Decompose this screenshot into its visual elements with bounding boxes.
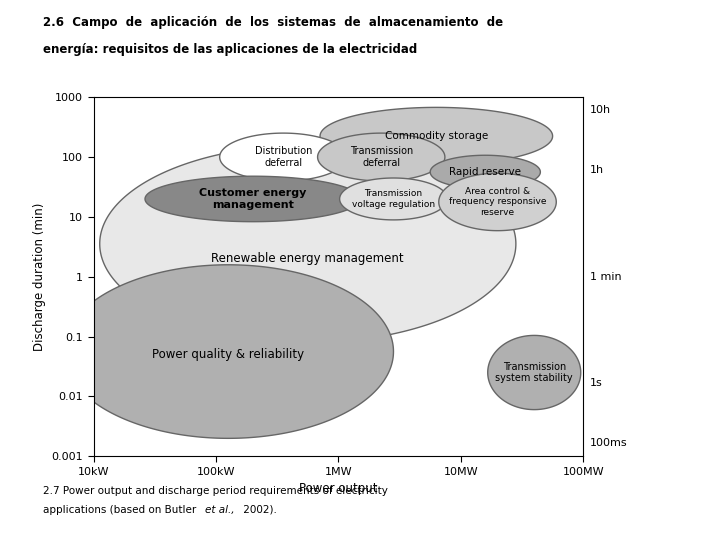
Text: energía: requisitos de las aplicaciones de la electricidad: energía: requisitos de las aplicaciones …	[43, 43, 418, 56]
Text: 2.7 Power output and discharge period requirements of electricity: 2.7 Power output and discharge period re…	[43, 486, 388, 496]
Polygon shape	[431, 156, 541, 189]
Polygon shape	[438, 173, 557, 231]
Polygon shape	[220, 133, 347, 181]
Text: Distribution
deferral: Distribution deferral	[255, 146, 312, 168]
Text: Transmission
voltage regulation: Transmission voltage regulation	[352, 189, 435, 208]
Polygon shape	[320, 107, 553, 165]
Text: 100ms: 100ms	[590, 438, 628, 448]
Text: Power quality & reliability: Power quality & reliability	[152, 348, 305, 361]
Y-axis label: Discharge duration (min): Discharge duration (min)	[33, 202, 46, 351]
Text: 1s: 1s	[590, 378, 603, 388]
Text: 1 min: 1 min	[590, 272, 622, 282]
Polygon shape	[318, 133, 445, 181]
Text: 2002).: 2002).	[240, 505, 276, 515]
Polygon shape	[145, 176, 361, 222]
Text: applications (based on Butler: applications (based on Butler	[43, 505, 199, 515]
Polygon shape	[340, 178, 447, 220]
Text: Rapid reserve: Rapid reserve	[449, 167, 521, 177]
Text: 1h: 1h	[590, 165, 604, 176]
Text: Renewable energy management: Renewable energy management	[212, 252, 404, 265]
Text: Commodity storage: Commodity storage	[384, 131, 488, 141]
Polygon shape	[487, 335, 581, 410]
Text: 10h: 10h	[590, 105, 611, 116]
Polygon shape	[100, 145, 516, 342]
Text: 2.6  Campo  de  aplicación  de  los  sistemas  de  almacenamiento  de: 2.6 Campo de aplicación de los sistemas …	[43, 16, 503, 29]
X-axis label: Power output: Power output	[299, 482, 378, 495]
Text: Transmission
system stability: Transmission system stability	[495, 362, 573, 383]
Text: Customer energy
management: Customer energy management	[199, 188, 307, 210]
Text: Transmission
deferral: Transmission deferral	[350, 146, 413, 168]
Text: et al.,: et al.,	[205, 505, 235, 515]
Text: Area control &
frequency responsive
reserve: Area control & frequency responsive rese…	[449, 187, 546, 217]
Polygon shape	[63, 265, 393, 438]
